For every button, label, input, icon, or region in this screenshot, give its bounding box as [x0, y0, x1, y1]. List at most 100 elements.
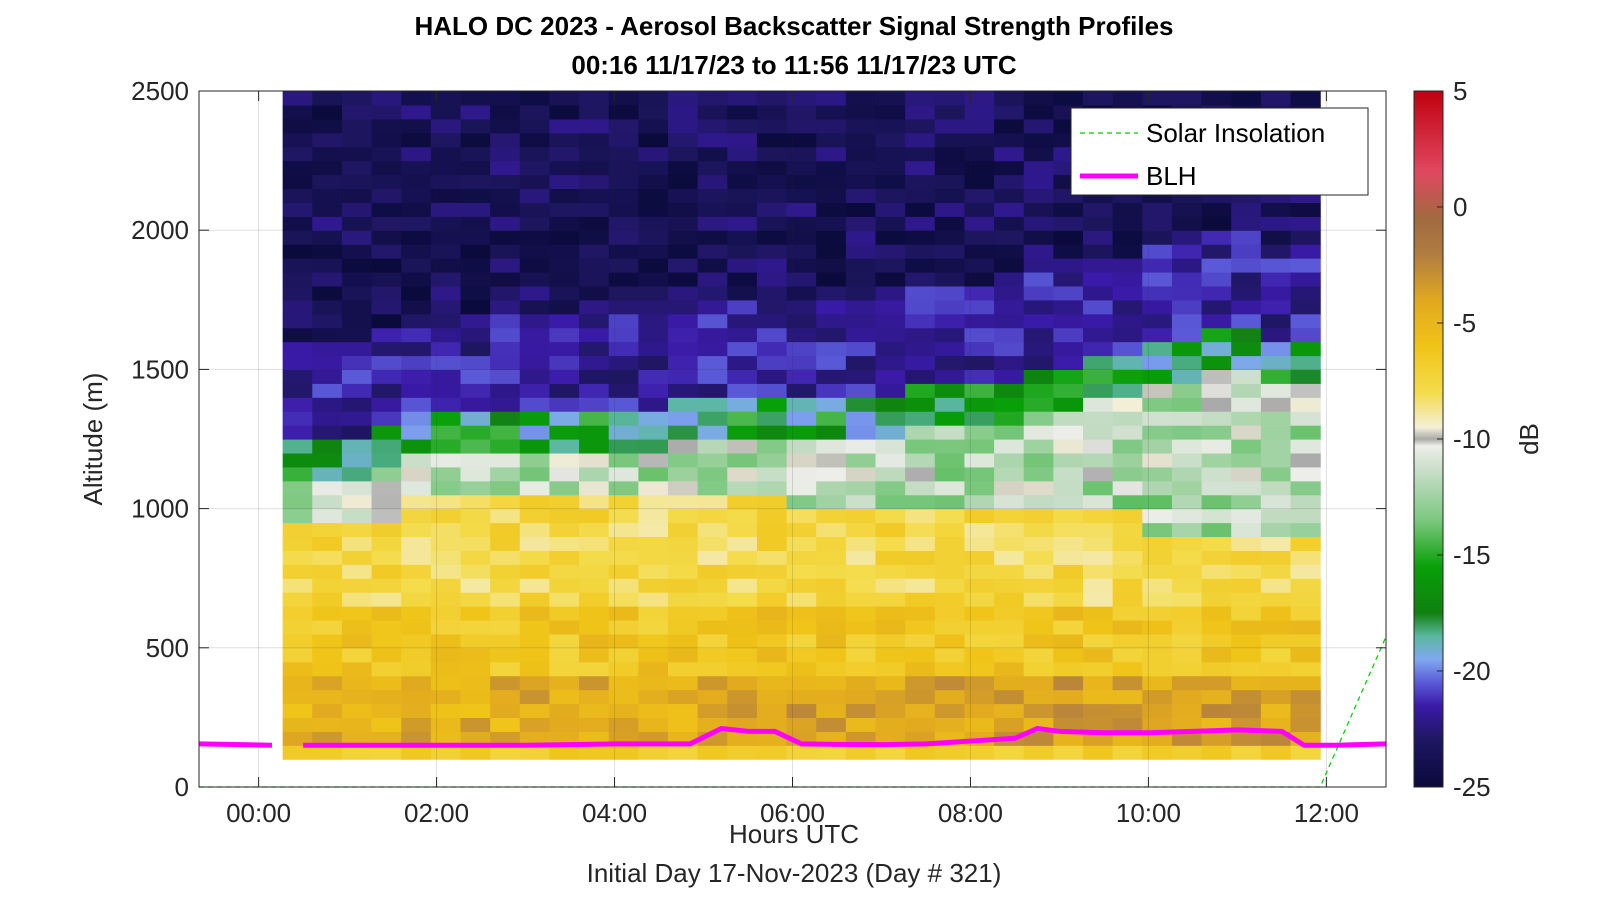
heatmap-cell: [579, 244, 610, 259]
heatmap-cell: [579, 592, 610, 607]
heatmap-cell: [934, 355, 966, 370]
heatmap-cell: [1171, 425, 1203, 440]
heatmap-cell: [1290, 244, 1321, 259]
heatmap-cell: [934, 299, 966, 315]
heatmap-cell: [697, 466, 728, 482]
heatmap-cell: [845, 494, 877, 510]
heatmap-cell: [727, 508, 758, 524]
heatmap-cell: [1053, 230, 1084, 245]
heatmap-cell: [727, 258, 758, 273]
heatmap-cell: [1053, 675, 1084, 691]
heatmap-cell: [786, 202, 817, 217]
heatmap-cell: [579, 703, 610, 718]
heatmap-cell: [1260, 244, 1292, 259]
heatmap-cell: [549, 661, 580, 677]
heatmap-cell: [401, 675, 432, 691]
heatmap-cell: [964, 675, 995, 691]
heatmap-cell: [934, 91, 966, 106]
heatmap-cell: [1023, 411, 1054, 426]
heatmap-cell: [1231, 522, 1262, 538]
heatmap-cell: [934, 647, 966, 663]
heatmap-cell: [756, 258, 788, 273]
heatmap-cell: [934, 452, 966, 468]
heatmap-cell: [549, 689, 580, 705]
heatmap-cell: [282, 689, 313, 705]
heatmap-cell: [786, 522, 817, 538]
blh-line: [198, 726, 1387, 748]
heatmap-cell: [401, 174, 432, 190]
heatmap-cell: [994, 341, 1025, 357]
heatmap-cell: [1023, 188, 1054, 203]
colorbar-label: dB: [1514, 423, 1544, 455]
heatmap-cell: [549, 146, 580, 162]
heatmap-cell: [786, 439, 817, 454]
heatmap-cell: [341, 355, 373, 370]
heatmap-cell: [786, 647, 817, 663]
x-tick-label: 06:00: [760, 798, 825, 828]
heatmap-cell: [490, 160, 521, 176]
heatmap-cell: [786, 244, 817, 259]
heatmap-cell: [490, 174, 521, 190]
heatmap-cell: [1142, 271, 1173, 287]
heatmap-cell: [1053, 397, 1084, 412]
heatmap-cell: [964, 355, 995, 370]
heatmap-cell: [460, 244, 491, 259]
heatmap-cell: [1260, 397, 1292, 412]
heatmap-cell: [1290, 91, 1321, 106]
heatmap-cell: [816, 230, 847, 245]
heatmap-cell: [668, 383, 699, 398]
heatmap-cell: [460, 647, 491, 663]
heatmap-cell: [1171, 91, 1203, 106]
legend: Solar Insolation BLH: [1070, 107, 1369, 196]
heatmap-cell: [519, 313, 551, 329]
heatmap-cell: [668, 606, 699, 621]
heatmap-cell: [668, 452, 699, 468]
heatmap-cell: [905, 202, 936, 217]
heatmap-cell: [934, 188, 966, 203]
heatmap-cell: [1142, 341, 1173, 357]
heatmap-cell: [1171, 258, 1203, 273]
heatmap-cell: [371, 619, 402, 635]
heatmap-cell: [1231, 703, 1262, 718]
heatmap-cell: [1231, 439, 1262, 454]
heatmap-cell: [579, 633, 610, 649]
heatmap-cell: [934, 341, 966, 357]
heatmap-cell: [1290, 411, 1321, 426]
heatmap-cell: [845, 104, 877, 120]
heatmap-cell: [697, 564, 728, 579]
colorbar-tick-label: -5: [1453, 308, 1476, 338]
heatmap-cell: [786, 606, 817, 621]
heatmap-cell: [460, 564, 491, 579]
heatmap-cell: [727, 689, 758, 705]
heatmap-cell: [845, 369, 877, 384]
heatmap-cell: [816, 383, 847, 398]
heatmap-cell: [579, 619, 610, 635]
heatmap-cell: [1053, 452, 1084, 468]
heatmap-cell: [905, 717, 936, 732]
heatmap-cell: [875, 202, 906, 217]
heatmap-cell: [282, 466, 313, 482]
heatmap-cell: [282, 550, 313, 565]
heatmap-cell: [1083, 452, 1114, 468]
heatmap-cell: [1083, 578, 1114, 593]
heatmap-cell: [579, 271, 610, 287]
heatmap-cell: [579, 104, 610, 120]
heatmap-cell: [1053, 341, 1084, 357]
heatmap-cell: [994, 271, 1025, 287]
heatmap-cell: [371, 592, 402, 607]
heatmap-cell: [430, 522, 462, 538]
heatmap-cell: [756, 271, 788, 287]
heatmap-cell: [786, 536, 817, 551]
heatmap-cell: [282, 104, 313, 120]
heatmap-cell: [490, 258, 521, 273]
heatmap-cell: [786, 564, 817, 579]
heatmap-cell: [816, 619, 847, 635]
heatmap-cell: [1231, 397, 1262, 412]
heatmap-cell: [756, 355, 788, 370]
heatmap-cell: [1171, 355, 1203, 370]
heatmap-cell: [1231, 745, 1262, 760]
heatmap-cell: [1290, 425, 1321, 440]
heatmap-cell: [697, 383, 728, 398]
heatmap-cell: [341, 313, 373, 329]
heatmap-cell: [905, 439, 936, 454]
